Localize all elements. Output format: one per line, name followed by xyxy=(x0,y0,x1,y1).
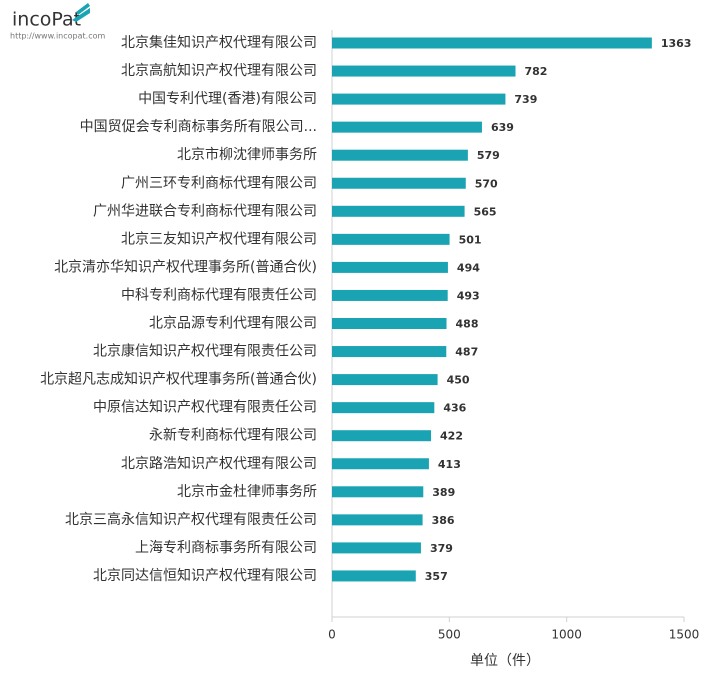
y-tick-label: 北京市金杜律师事务所 xyxy=(177,483,317,500)
x-tick-label: 1000 xyxy=(551,628,582,642)
value-label: 389 xyxy=(432,486,455,499)
y-tick-label: 北京集佳知识产权代理有限公司 xyxy=(121,34,317,51)
y-tick-label: 中科专利商标代理有限责任公司 xyxy=(121,287,317,303)
bar xyxy=(332,177,466,189)
value-label: 782 xyxy=(525,65,548,78)
value-label: 488 xyxy=(456,318,479,331)
bar xyxy=(332,514,423,526)
bar xyxy=(332,542,421,554)
y-tick-label: 永新专利商标代理有限公司 xyxy=(149,428,317,444)
logo-url: http://www.incopat.com xyxy=(10,32,105,41)
value-label: 450 xyxy=(447,374,470,387)
bar xyxy=(332,318,447,329)
y-tick-label: 广州华进联合专利商标代理有限公司 xyxy=(93,203,317,219)
bar xyxy=(332,149,468,161)
bar xyxy=(332,205,465,217)
value-label: 379 xyxy=(430,542,453,555)
value-label: 565 xyxy=(474,205,497,218)
bar xyxy=(332,261,448,273)
y-tick-label: 中原信达知识产权代理有限责任公司 xyxy=(93,399,317,416)
value-label: 501 xyxy=(459,233,482,246)
bar xyxy=(332,346,447,358)
value-label: 357 xyxy=(425,570,448,583)
y-tick-label: 北京三友知识产权代理有限公司 xyxy=(121,230,317,247)
x-tick-label: 1500 xyxy=(669,628,700,642)
y-tick-label: 北京同达信恒知识产权代理有限公司 xyxy=(93,567,317,584)
bar xyxy=(332,374,438,386)
bar xyxy=(332,233,450,245)
y-tick-label: 北京高航知识产权代理有限公司 xyxy=(121,62,317,79)
y-tick-label: 中国专利代理(香港)有限公司 xyxy=(138,91,317,107)
bar xyxy=(332,486,424,498)
x-tick-label: 0 xyxy=(328,628,336,642)
y-tick-label: 广州三环专利商标代理有限公司 xyxy=(121,175,317,191)
bar xyxy=(332,458,429,470)
x-axis-label: 单位（件） xyxy=(470,653,540,669)
bar xyxy=(332,402,435,414)
value-label: 386 xyxy=(432,514,455,527)
y-tick-label: 北京路浩知识产权代理有限公司 xyxy=(121,455,317,472)
x-tick-label: 500 xyxy=(438,628,461,642)
y-tick-label: 中国贸促会专利商标事务所有限公司... xyxy=(80,119,317,135)
bar xyxy=(332,289,448,301)
bar xyxy=(332,93,506,105)
value-label: 570 xyxy=(475,177,498,190)
y-tick-label: 北京清亦华知识产权代理事务所(普通合伙) xyxy=(54,258,317,275)
value-label: 579 xyxy=(477,149,500,162)
y-tick-label: 北京超凡志成知识产权代理事务所(普通合伙) xyxy=(40,371,317,388)
bar xyxy=(332,570,416,582)
logo-text: incoPat xyxy=(12,9,81,31)
logo-icon xyxy=(72,3,90,22)
y-tick-label: 上海专利商标事务所有限公司 xyxy=(135,540,317,556)
bar xyxy=(332,121,482,133)
y-tick-label: 北京品源专利代理有限公司 xyxy=(149,316,317,332)
bar xyxy=(332,430,432,442)
value-label: 639 xyxy=(491,121,514,134)
value-label: 487 xyxy=(455,346,478,359)
value-label: 493 xyxy=(457,289,480,302)
bar xyxy=(332,65,516,77)
value-label: 422 xyxy=(440,430,463,443)
value-label: 436 xyxy=(443,402,466,415)
y-tick-label: 北京市柳沈律师事务所 xyxy=(177,146,317,163)
value-label: 739 xyxy=(514,93,537,106)
bar xyxy=(332,37,652,49)
y-tick-label: 北京康信知识产权代理有限责任公司 xyxy=(93,343,317,360)
value-label: 1363 xyxy=(661,37,692,50)
y-tick-label: 北京三高永信知识产权代理有限责任公司 xyxy=(65,511,317,528)
value-label: 413 xyxy=(438,458,461,471)
value-label: 494 xyxy=(457,261,480,274)
